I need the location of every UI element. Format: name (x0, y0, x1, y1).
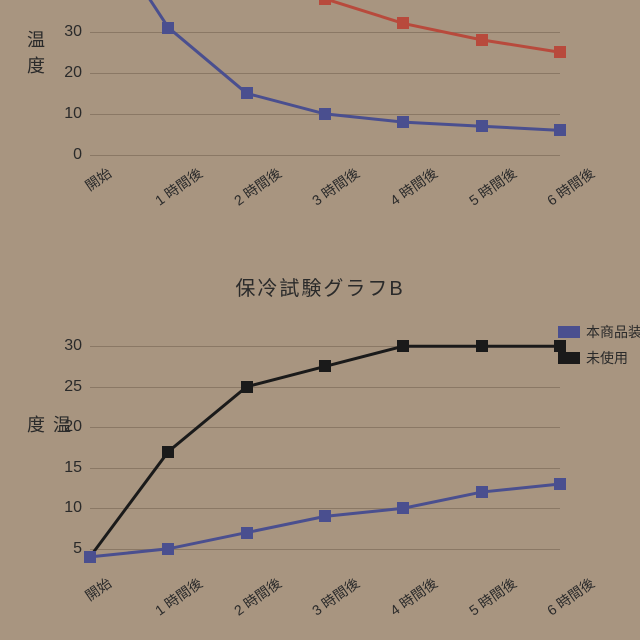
y-tick-label: 30 (64, 337, 82, 355)
x-tick-label: 3 時間後 (308, 573, 363, 620)
chart-b: 温度 51015202530開始1 時間後2 時間後3 時間後4 時間後5 時間… (0, 0, 640, 235)
x-tick-label: 2 時間後 (230, 573, 285, 620)
x-tick-label: 4 時間後 (386, 573, 441, 620)
legend-label: 本商品装 (586, 322, 640, 342)
series-line-blue (90, 330, 560, 565)
marker (397, 502, 409, 514)
x-tick-label: 6 時間後 (543, 573, 598, 620)
y-tick-label: 25 (64, 378, 82, 396)
chart-b-plot-area: 51015202530開始1 時間後2 時間後3 時間後4 時間後5 時間後6 … (90, 330, 560, 565)
y-tick-label: 10 (64, 499, 82, 517)
chart-b-legend: 本商品装未使用 (558, 322, 640, 374)
legend-swatch (558, 352, 580, 364)
legend-item: 本商品装 (558, 322, 640, 342)
x-tick-label: 1 時間後 (151, 573, 206, 620)
legend-label: 未使用 (586, 348, 628, 368)
chart-b-title: 保冷試験グラフB (0, 272, 640, 301)
marker (554, 478, 566, 490)
x-tick-label: 5 時間後 (465, 573, 520, 620)
marker (162, 543, 174, 555)
marker (84, 551, 96, 563)
x-tick-label: 開始 (81, 573, 115, 605)
y-tick-label: 20 (64, 418, 82, 436)
y-tick-label: 15 (64, 459, 82, 477)
marker (476, 486, 488, 498)
legend-item: 未使用 (558, 348, 640, 368)
y-tick-label: 5 (73, 540, 82, 558)
legend-swatch (558, 326, 580, 338)
marker (319, 510, 331, 522)
marker (241, 527, 253, 539)
